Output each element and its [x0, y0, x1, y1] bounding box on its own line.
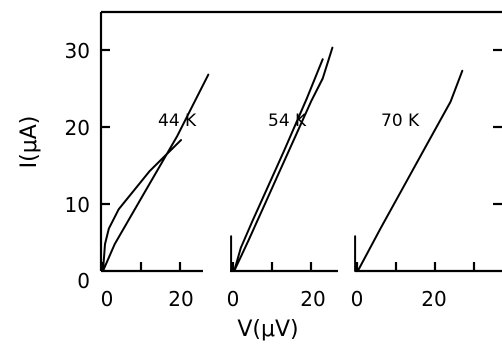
- temperature-label-54k: 54 K: [268, 111, 307, 131]
- x-tick-label-panel-3-0: 0: [351, 287, 364, 311]
- iv-curve-panel-1-series-1: [102, 139, 182, 272]
- x-tick-marks: [101, 262, 476, 271]
- temperature-label-44k: 44 K: [158, 111, 197, 131]
- temperature-label-70k: 70 K: [381, 111, 420, 131]
- y-tick-label-30: 30: [65, 39, 90, 63]
- iv-curve-panel-2-series-3: [233, 46, 334, 272]
- x-tick-label-panel-1-0: 0: [101, 287, 114, 311]
- y-tick-label-20: 20: [65, 116, 90, 140]
- iv-curve-panel-2-series-2: [233, 58, 324, 272]
- iv-curve-panel-2-series-1: [230, 235, 236, 272]
- y-tick-label-10: 10: [65, 193, 90, 217]
- y-axis-title: I(μA): [17, 116, 42, 169]
- x-tick-label-panel-2-20: 20: [300, 287, 325, 311]
- x-axis-title: V(μV): [237, 317, 298, 342]
- iv-curve-panel-3-series-2: [356, 69, 464, 272]
- x-tick-label-panel-2-0: 0: [227, 287, 240, 311]
- y-tick-label-0: 0: [77, 269, 90, 293]
- x-tick-label-panel-1-20: 20: [168, 287, 193, 311]
- x-tick-label-panel-3-20: 20: [421, 287, 446, 311]
- y-tick-marks: [101, 48, 502, 206]
- iv-curve-panel-1-series-2: [102, 73, 210, 272]
